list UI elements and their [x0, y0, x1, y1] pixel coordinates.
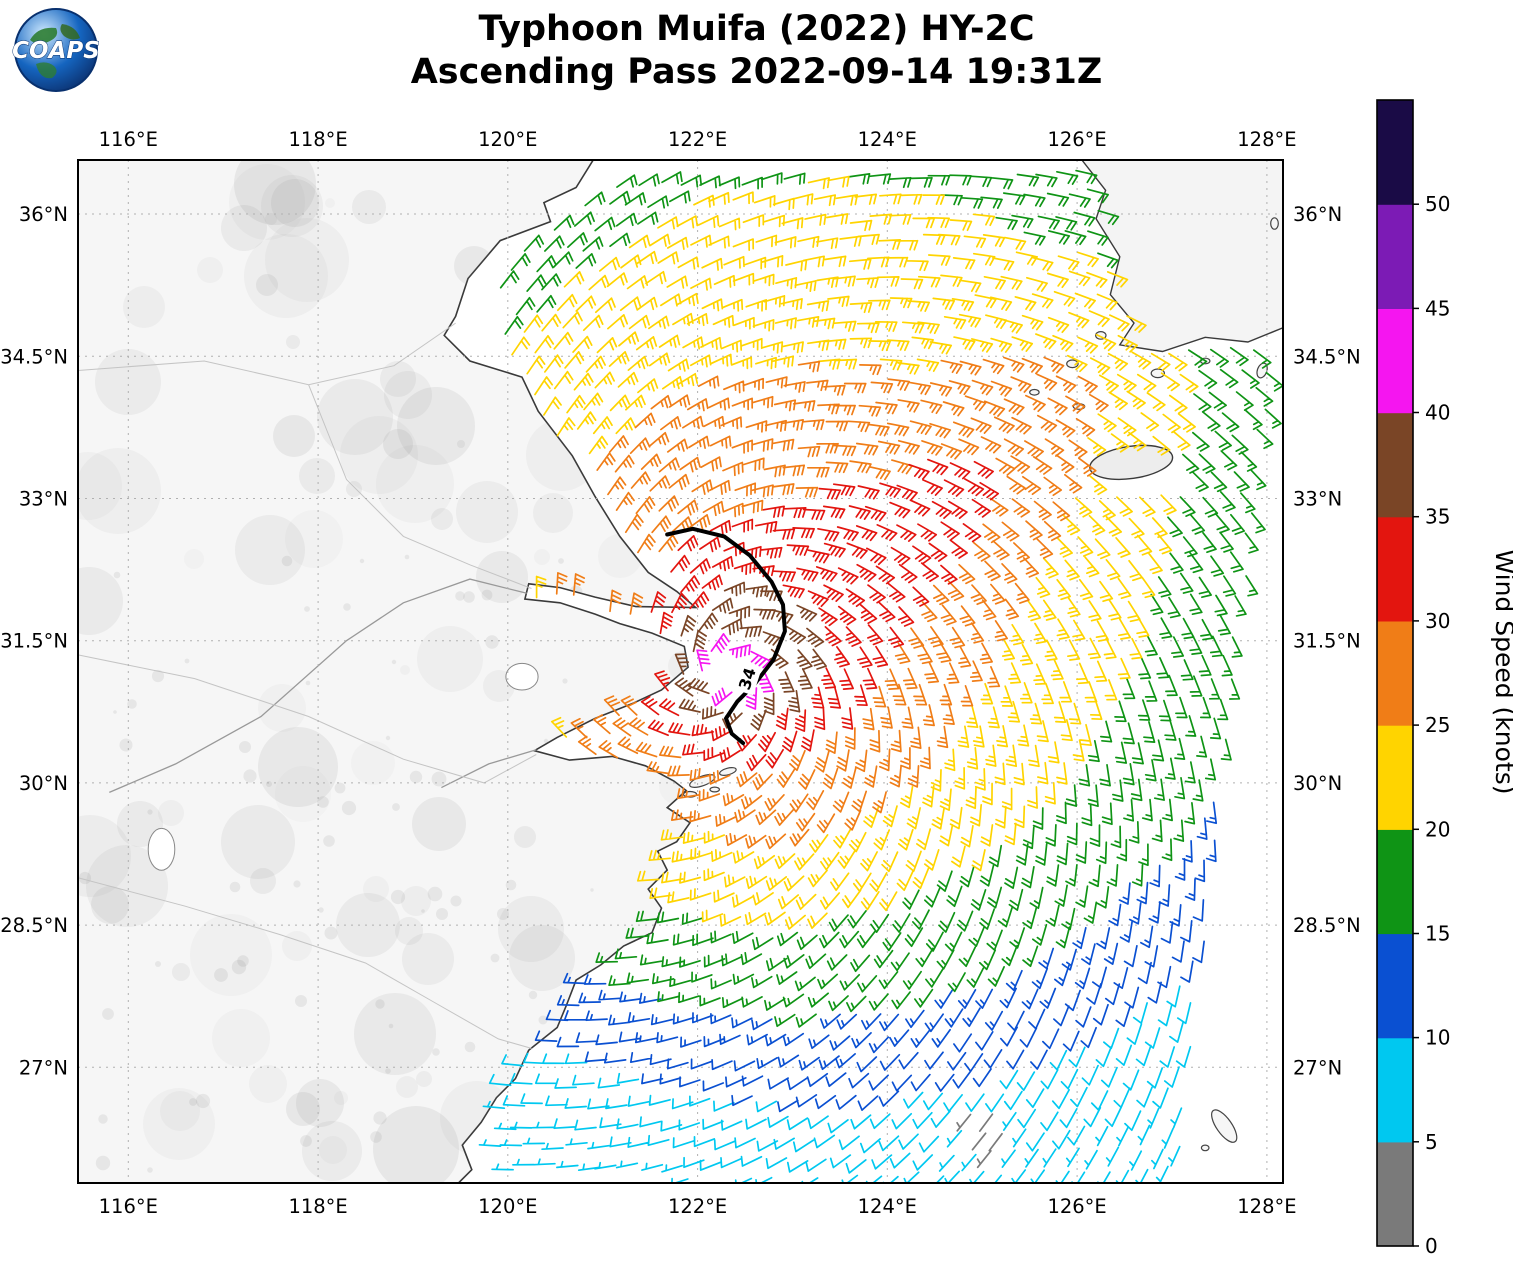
isotach-line: [665, 526, 787, 746]
admin-boundary: [78, 654, 537, 784]
x-tick-label-bottom: 126°E: [1047, 1195, 1106, 1218]
colorbar-tick-label: 25: [1425, 713, 1450, 737]
y-tick-label-left: 33°N: [19, 488, 68, 511]
wind-barbs-30-35kt: [640, 458, 1000, 772]
colorbar-title-label: Wind Speed (knots): [1490, 549, 1513, 794]
terrain-shading: [78, 160, 696, 1183]
island: [1211, 1109, 1238, 1143]
river: [441, 749, 537, 789]
colorbar-tick-label: 50: [1425, 192, 1450, 216]
colorbar-tick-label: 35: [1425, 505, 1450, 529]
colorbar-segment: [1377, 412, 1413, 518]
island: [1066, 359, 1079, 369]
axes-frame: [77, 159, 1284, 1184]
x-tick-label-bottom: 120°E: [478, 1195, 537, 1218]
wind-barbs-10-15kt: [534, 801, 1218, 1113]
river: [109, 578, 527, 793]
wind-barbs-25-30kt: [555, 356, 1109, 850]
lake: [147, 827, 176, 871]
x-tick-label-top: 128°E: [1237, 128, 1296, 151]
colorbar-tick-label: 20: [1425, 817, 1450, 841]
colorbar-segment: [1377, 620, 1413, 726]
colorbar-segment: [1377, 1037, 1413, 1143]
colorbar-segment: [1377, 933, 1413, 1039]
korea-coastline: [1081, 160, 1283, 353]
axis-tick-labels: 116°E 116°E 118°E 118°E 120°E 120°E 122°E 122°E…: [0, 128, 1361, 1218]
y-tick-label-left: 27°N: [19, 1056, 68, 1079]
basemap-land: [78, 160, 1283, 1183]
colorbar-tick-label: 30: [1425, 609, 1450, 633]
y-tick-label-right: 31.5°N: [1293, 630, 1361, 653]
wind-barbs-0-5kt: [956, 1113, 1003, 1169]
x-tick-label-bottom: 118°E: [288, 1195, 347, 1218]
colorbar-segment: [1377, 308, 1413, 414]
island: [1270, 217, 1279, 230]
figure-title: Typhoon Muifa (2022) HY-2C Ascending Pas…: [0, 8, 1513, 93]
x-tick-label-top: 124°E: [858, 128, 917, 151]
y-tick-label-left: 34.5°N: [0, 345, 68, 368]
island: [1029, 388, 1040, 396]
y-tick-label-left: 28.5°N: [0, 914, 68, 937]
x-tick-label-bottom: 128°E: [1237, 1195, 1296, 1218]
logo-text: COAPS: [12, 38, 100, 64]
island: [719, 767, 737, 776]
colorbar-tick-label: 5: [1425, 1130, 1438, 1154]
wind-barbs-20-25kt: [511, 175, 1199, 930]
colorbar-tick-label: 0: [1425, 1234, 1438, 1258]
x-tick-label-top: 120°E: [478, 128, 537, 151]
x-tick-label-bottom: 116°E: [99, 1195, 158, 1218]
island: [709, 786, 720, 793]
island: [1200, 1144, 1210, 1152]
y-tick-label-right: 33°N: [1293, 488, 1342, 511]
colorbar-tick-label: 10: [1425, 1026, 1450, 1050]
x-tick-label-top: 118°E: [288, 128, 347, 151]
colorbar-segment: [1377, 725, 1413, 830]
y-tick-label-left: 36°N: [19, 203, 68, 226]
y-tick-label-right: 28.5°N: [1293, 914, 1361, 937]
colorbar-segment: [1377, 516, 1413, 622]
graticule-gridlines: [78, 160, 1283, 1183]
y-tick-label-left: 30°N: [19, 772, 68, 795]
isotach-34kt-contour: 34: [665, 526, 787, 746]
colorbar-segment: [1377, 100, 1413, 205]
y-tick-label-right: 27°N: [1293, 1056, 1342, 1079]
admin-boundary: [308, 384, 532, 589]
coaps-logo: COAPS: [12, 6, 100, 94]
x-tick-label-top: 116°E: [99, 128, 158, 151]
colorbar-segment: [1377, 829, 1413, 935]
wind-barbs-layer: [478, 169, 1283, 1183]
wind-barbs-15-20kt: [499, 169, 1283, 1028]
island: [1150, 368, 1166, 379]
colorbar-tick-label: 45: [1425, 296, 1450, 320]
x-tick-label-bottom: 124°E: [858, 1195, 917, 1218]
lake: [505, 662, 539, 691]
colorbar-tick-label: 40: [1425, 401, 1450, 425]
y-tick-label-right: 36°N: [1293, 203, 1342, 226]
figure-title-line1: Typhoon Muifa (2022) HY-2C: [478, 9, 1035, 49]
admin-boundary: [78, 877, 532, 1049]
y-tick-label-right: 30°N: [1293, 772, 1342, 795]
colorbar-tick-label: 15: [1425, 922, 1450, 946]
colorbar: 0 5 10 15 20 25 30 35 40 45 50: [1376, 99, 1450, 1258]
x-tick-label-top: 126°E: [1047, 128, 1106, 151]
colorbar-segment: [1377, 1141, 1413, 1247]
wind-barbs-35-40kt: [674, 581, 827, 731]
globe-icon: COAPS: [12, 8, 100, 92]
x-tick-label-bottom: 122°E: [668, 1195, 727, 1218]
colorbar-segment: [1377, 204, 1413, 309]
y-tick-label-left: 31.5°N: [0, 630, 68, 653]
x-tick-label-top: 122°E: [668, 128, 727, 151]
y-tick-label-right: 34.5°N: [1293, 345, 1361, 368]
figure-title-line2: Ascending Pass 2022-09-14 19:31Z: [410, 51, 1103, 92]
